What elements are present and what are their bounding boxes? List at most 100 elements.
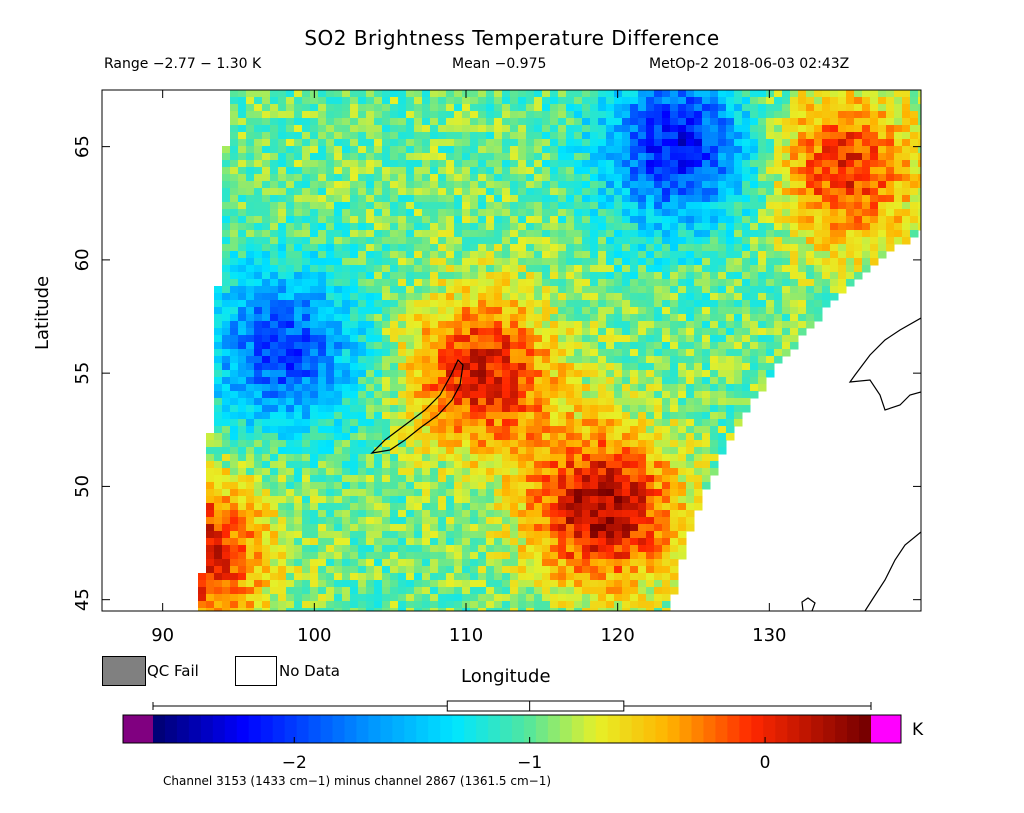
heatmap-cell: [574, 111, 583, 119]
heatmap-cell: [422, 503, 431, 511]
heatmap-cell: [246, 279, 255, 287]
heatmap-cell: [558, 398, 567, 406]
heatmap-cell: [358, 104, 367, 112]
heatmap-cell: [534, 216, 543, 224]
heatmap-cell: [246, 475, 255, 483]
heatmap-cell: [750, 377, 759, 385]
heatmap-cell: [382, 454, 391, 462]
heatmap-cell: [342, 321, 351, 329]
heatmap-cell: [238, 349, 247, 357]
heatmap-cell: [390, 188, 399, 196]
heatmap-cell: [390, 342, 399, 350]
heatmap-cell: [694, 440, 703, 448]
heatmap-cell: [590, 104, 599, 112]
heatmap-cell: [438, 202, 447, 210]
heatmap-cell: [470, 244, 479, 252]
heatmap-cell: [286, 90, 295, 98]
heatmap-cell: [374, 97, 383, 105]
heatmap-cell: [734, 125, 743, 133]
heatmap-cell: [638, 195, 647, 203]
heatmap-cell: [638, 258, 647, 266]
heatmap-cell: [614, 209, 623, 217]
heatmap-cell: [582, 468, 591, 476]
heatmap-cell: [382, 202, 391, 210]
heatmap-cell: [390, 447, 399, 455]
heatmap-cell: [838, 153, 847, 161]
heatmap-cell: [342, 125, 351, 133]
heatmap-cell: [430, 104, 439, 112]
heatmap-cell: [254, 475, 263, 483]
heatmap-cell: [438, 454, 447, 462]
heatmap-cell: [246, 342, 255, 350]
heatmap-cell: [590, 538, 599, 546]
heatmap-cell: [406, 391, 415, 399]
heatmap-cell: [414, 335, 423, 343]
heatmap-cell: [878, 223, 887, 231]
heatmap-cell: [790, 125, 799, 133]
heatmap-cell: [302, 517, 311, 525]
heatmap-cell: [358, 153, 367, 161]
heatmap-cell: [622, 426, 631, 434]
heatmap-cell: [350, 335, 359, 343]
heatmap-cell: [702, 370, 711, 378]
heatmap-cell: [558, 181, 567, 189]
heatmap-cell: [390, 111, 399, 119]
heatmap-cell: [574, 209, 583, 217]
heatmap-cell: [678, 398, 687, 406]
heatmap-cell: [526, 181, 535, 189]
heatmap-cell: [590, 230, 599, 238]
heatmap-cell: [798, 167, 807, 175]
heatmap-cell: [246, 160, 255, 168]
heatmap-cell: [454, 307, 463, 315]
heatmap-cell: [742, 272, 751, 280]
heatmap-cell: [598, 97, 607, 105]
heatmap-cell: [454, 167, 463, 175]
heatmap-cell: [374, 468, 383, 476]
heatmap-cell: [286, 125, 295, 133]
heatmap-cell: [622, 160, 631, 168]
heatmap-cell: [382, 300, 391, 308]
heatmap-cell: [238, 538, 247, 546]
heatmap-cell: [622, 342, 631, 350]
heatmap-cell: [646, 370, 655, 378]
heatmap-cell: [318, 258, 327, 266]
heatmap-cell: [278, 426, 287, 434]
heatmap-cell: [374, 167, 383, 175]
heatmap-cell: [510, 440, 519, 448]
heatmap-cell: [246, 174, 255, 182]
heatmap-cell: [350, 111, 359, 119]
heatmap-cell: [278, 363, 287, 371]
heatmap-cell: [374, 531, 383, 539]
heatmap-cell: [702, 321, 711, 329]
heatmap-cell: [446, 412, 455, 420]
heatmap-cell: [430, 265, 439, 273]
heatmap-cell: [566, 132, 575, 140]
heatmap-cell: [678, 447, 687, 455]
heatmap-cell: [358, 468, 367, 476]
heatmap-cell: [798, 237, 807, 245]
heatmap-cell: [454, 244, 463, 252]
heatmap-cell: [806, 223, 815, 231]
heatmap-cell: [214, 503, 223, 511]
heatmap-cell: [662, 90, 671, 98]
heatmap-cell: [542, 146, 551, 154]
heatmap-cell: [758, 188, 767, 196]
heatmap-cell: [334, 363, 343, 371]
heatmap-cell: [662, 125, 671, 133]
heatmap-cell: [502, 412, 511, 420]
heatmap-cell: [606, 419, 615, 427]
heatmap-cell: [222, 370, 231, 378]
heatmap-cell: [590, 300, 599, 308]
heatmap-cell: [462, 517, 471, 525]
heatmap-cell: [286, 167, 295, 175]
heatmap-cell: [574, 391, 583, 399]
heatmap-cell: [670, 384, 679, 392]
heatmap-cell: [918, 153, 921, 161]
heatmap-cell: [694, 489, 703, 497]
heatmap-cell: [294, 132, 303, 140]
heatmap-cell: [238, 426, 247, 434]
heatmap-cell: [766, 300, 775, 308]
heatmap-cell: [262, 97, 271, 105]
heatmap-cell: [654, 230, 663, 238]
heatmap-cell: [302, 468, 311, 476]
